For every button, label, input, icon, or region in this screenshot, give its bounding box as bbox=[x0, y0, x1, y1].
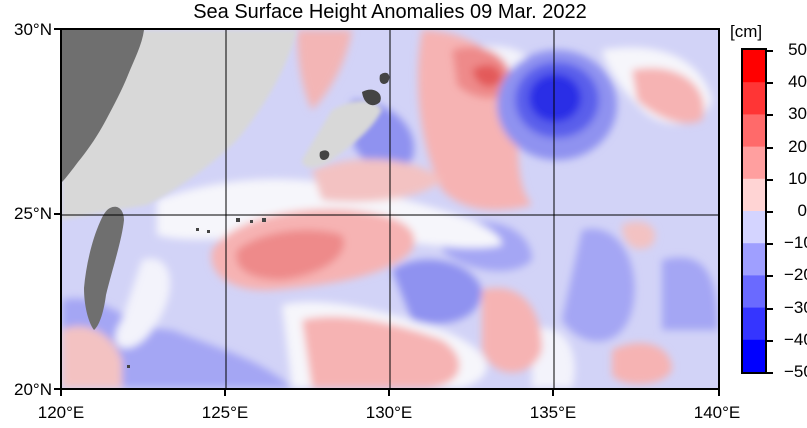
islands bbox=[127, 72, 390, 368]
colorbar-tick-label: 10 bbox=[788, 168, 807, 188]
lon-label-130e: 130°E bbox=[365, 403, 413, 422]
colorbar-tick bbox=[767, 340, 773, 342]
ytick-30 bbox=[54, 28, 60, 30]
colorbar-band bbox=[743, 50, 765, 83]
lat-label-25n: 25°N bbox=[14, 204, 52, 223]
lat-label-20n: 20°N bbox=[14, 380, 52, 399]
land-taiwan bbox=[84, 206, 124, 330]
xtick-135 bbox=[552, 390, 554, 396]
colorbar-band bbox=[743, 307, 765, 341]
colorbar-band bbox=[743, 146, 765, 180]
colorbar-tick-label: −20 bbox=[784, 265, 807, 285]
colorbar-tick bbox=[767, 243, 773, 245]
lon-label-135e: 135°E bbox=[529, 403, 577, 422]
anomaly-field bbox=[62, 30, 718, 388]
colorbar-tick-label: 20 bbox=[788, 136, 807, 156]
xtick-140 bbox=[718, 390, 720, 396]
colorbar-tick-label: −40 bbox=[784, 329, 807, 349]
colorbar-tick-label: 50 bbox=[788, 40, 807, 59]
colorbar-tick bbox=[767, 114, 773, 116]
colorbar-tick bbox=[767, 308, 773, 310]
colorbar-unit: [cm] bbox=[730, 22, 763, 41]
lat-label-30n: 30°N bbox=[14, 20, 52, 39]
colorbar-tick bbox=[767, 372, 773, 374]
colorbar-tick-label: 40 bbox=[788, 72, 807, 92]
graticule bbox=[62, 30, 718, 388]
map-canvas bbox=[62, 30, 718, 388]
colorbar-band bbox=[743, 211, 765, 244]
colorbar-band bbox=[743, 339, 765, 372]
colorbar-tick bbox=[767, 82, 773, 84]
ytick-20 bbox=[54, 388, 60, 390]
colorbar-tick bbox=[767, 50, 773, 52]
land-china bbox=[62, 30, 144, 182]
colorbar-tick bbox=[767, 211, 773, 213]
map-title: Sea Surface Height Anomalies 09 Mar. 202… bbox=[193, 1, 587, 23]
colorbar bbox=[741, 48, 767, 374]
colorbar-tick-label: −50 bbox=[784, 362, 807, 381]
ssh-anomaly-map bbox=[60, 28, 720, 390]
colorbar-band bbox=[743, 275, 765, 309]
colorbar-tick bbox=[767, 147, 773, 149]
colorbar-band bbox=[743, 82, 765, 115]
colorbar-tick-label: −30 bbox=[784, 297, 807, 317]
colorbar-band bbox=[743, 178, 765, 212]
colorbar-tick bbox=[767, 275, 773, 277]
xtick-130 bbox=[388, 390, 390, 396]
colorbar-tick bbox=[767, 179, 773, 181]
lon-label-125e: 125°E bbox=[201, 403, 249, 422]
colorbar-tick-label: −10 bbox=[784, 233, 807, 253]
colorbar-swatches bbox=[743, 50, 765, 372]
xtick-120 bbox=[60, 390, 62, 396]
xtick-125 bbox=[224, 390, 226, 396]
colorbar-band bbox=[743, 114, 765, 148]
lon-label-120e: 120°E bbox=[37, 403, 85, 422]
colorbar-tick-label: 30 bbox=[788, 104, 807, 124]
lon-label-140e: 140°E bbox=[693, 403, 741, 422]
ytick-25 bbox=[54, 213, 60, 215]
colorbar-tick-label: 0 bbox=[797, 201, 807, 220]
colorbar-band bbox=[743, 243, 765, 276]
